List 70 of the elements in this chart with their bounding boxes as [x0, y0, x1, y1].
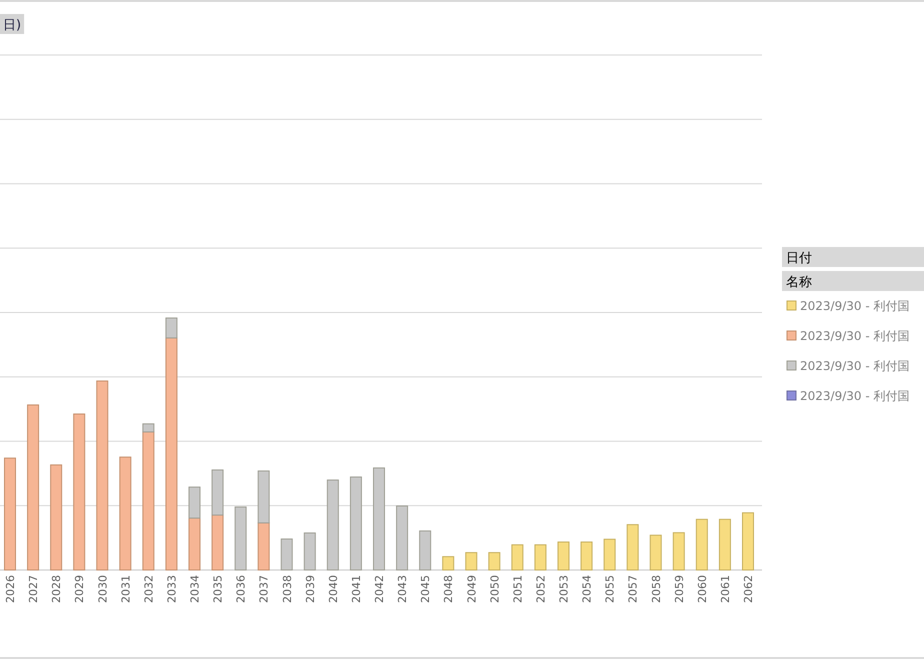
x-tick-label: 2040 — [326, 575, 340, 603]
x-tick-label: 2030 — [96, 575, 110, 603]
x-tick-label: 2027 — [27, 575, 40, 603]
x-tick-label: 2055 — [604, 575, 617, 603]
bar — [96, 380, 108, 570]
x-tick-label: 2042 — [373, 575, 386, 603]
x-tick-label: 2034 — [188, 575, 202, 603]
x-tick-label: 2058 — [650, 575, 663, 603]
x-tick-label: 2053 — [558, 575, 570, 603]
bar — [650, 534, 662, 570]
x-tick-label: 2057 — [626, 575, 640, 603]
bar — [488, 552, 500, 570]
x-tick-label: 2029 — [73, 575, 86, 603]
bar — [672, 532, 685, 570]
bar — [580, 542, 593, 570]
bar — [534, 544, 546, 570]
x-tick-label: 2036 — [234, 575, 248, 603]
bar — [511, 544, 524, 570]
x-tick-label: 2052 — [534, 575, 548, 603]
x-tick-label: 2061 — [718, 575, 732, 603]
bar — [50, 464, 62, 570]
x-tick-label: 2043 — [396, 575, 410, 603]
x-tick-label: 2054 — [580, 575, 594, 603]
x-tick-label: 2026 — [4, 575, 17, 603]
bar — [73, 414, 86, 570]
legend-label: 2023/9/30 - 利付国 — [800, 389, 910, 403]
x-tick-label: 2033 — [165, 575, 178, 603]
bar — [142, 431, 154, 570]
x-tick-label: 2050 — [488, 575, 502, 603]
bar — [4, 458, 16, 570]
x-tick-label: 2041 — [350, 575, 363, 603]
x-tick-label: 2032 — [142, 575, 156, 603]
x-tick-label: 2045 — [419, 575, 432, 603]
x-tick-label: 2038 — [280, 575, 294, 603]
x-tick-label: 2035 — [212, 575, 225, 603]
bar — [604, 538, 616, 570]
x-tick-label: 2059 — [672, 575, 686, 603]
chart-title: 日) — [3, 18, 22, 33]
x-tick-label: 2039 — [304, 575, 317, 603]
x-tick-label: 2048 — [442, 575, 456, 603]
x-tick-label: 2062 — [742, 575, 755, 603]
bar — [212, 469, 224, 516]
x-tick-label: 2028 — [50, 575, 64, 603]
bar — [465, 552, 478, 570]
bar — [119, 456, 132, 570]
bar — [626, 524, 639, 570]
x-tick-label: 2031 — [119, 575, 132, 603]
bar — [212, 514, 224, 570]
bar — [442, 556, 454, 570]
bar — [558, 542, 570, 570]
bar — [188, 518, 200, 570]
bar — [188, 486, 200, 519]
bar — [165, 337, 178, 570]
x-tick-label: 2037 — [258, 575, 271, 603]
legend-label: 2023/9/30 - 利付国 — [800, 359, 910, 373]
legend-label: 2023/9/30 - 利付国 — [800, 299, 910, 313]
legend-title: 日付 — [786, 251, 812, 266]
x-tick-label: 2051 — [511, 575, 524, 603]
bar — [718, 518, 731, 570]
bar — [258, 470, 270, 524]
bar — [258, 522, 270, 570]
bar — [696, 518, 708, 570]
bar — [27, 404, 40, 570]
x-tick-label: 2049 — [465, 575, 478, 603]
bar — [165, 318, 178, 338]
text: 名称 — [786, 275, 812, 290]
bar — [742, 512, 754, 570]
legend-label: 2023/9/30 - 利付国 — [800, 329, 910, 343]
bar — [142, 423, 154, 432]
x-tick-label: 2060 — [696, 575, 709, 603]
